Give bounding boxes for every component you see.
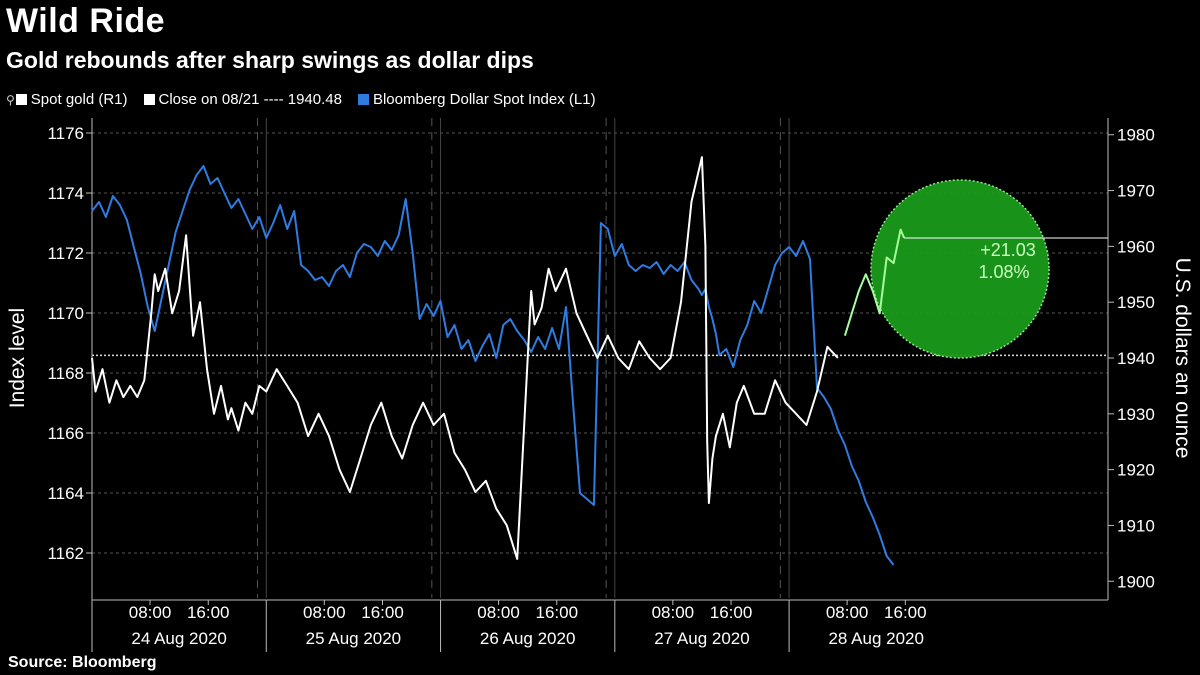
x-tick-label: 08:00 <box>303 603 346 622</box>
right-tick-label: 1950 <box>1117 293 1155 312</box>
x-tick-label: 16:00 <box>710 603 753 622</box>
highlight-circle <box>870 179 1050 359</box>
source-note: Source: Bloomberg <box>8 654 157 671</box>
legend-dollar[interactable]: Bloomberg Dollar Spot Index (L1) <box>357 91 596 108</box>
right-tick-label: 1970 <box>1117 182 1155 201</box>
date-label: 25 Aug 2020 <box>306 629 401 648</box>
x-tick-label: 08:00 <box>129 603 172 622</box>
legend-label-dollar: Bloomberg Dollar Spot Index (L1) <box>372 91 596 108</box>
date-label: 26 Aug 2020 <box>480 629 575 648</box>
date-label: 28 Aug 2020 <box>828 629 923 648</box>
x-tick-label: 16:00 <box>361 603 404 622</box>
highlight-group <box>870 179 1050 359</box>
legend-label-close: Close on 08/21 ---- 1940.48 <box>158 91 342 108</box>
legend: ⚲ Spot gold (R1) Close on 08/21 ---- 194… <box>6 91 612 108</box>
grid <box>92 118 1108 598</box>
spot-gold-highlight-line <box>843 228 906 336</box>
left-axis-title: Index level <box>6 308 29 408</box>
axes: 1162 1164 1166 1168 1170 1172 1174 1176 1900 1910… <box>6 118 1194 652</box>
legend-label-gold: Spot gold (R1) <box>30 91 128 108</box>
left-tick-label: 1162 <box>47 544 84 563</box>
date-label: 27 Aug 2020 <box>654 629 749 648</box>
right-tick-label: 1900 <box>1117 572 1155 591</box>
x-tick-label: 16:00 <box>536 603 579 622</box>
x-tick-label: 08:00 <box>826 603 869 622</box>
left-tick-label: 1172 <box>47 244 84 263</box>
legend-swatch-dollar <box>357 94 369 105</box>
chart-subtitle: Gold rebounds after sharp swings as doll… <box>6 47 534 73</box>
right-tick-label: 1910 <box>1117 516 1155 535</box>
left-tick-label: 1176 <box>47 124 84 143</box>
pin-icon: ⚲ <box>6 92 15 107</box>
legend-close[interactable]: Close on 08/21 ---- 1940.48 <box>143 91 342 108</box>
x-tick-label: 16:00 <box>187 603 230 622</box>
annotation-group: +21.031.08% <box>904 237 1108 282</box>
series-group <box>91 156 906 566</box>
spot-gold-line <box>91 156 839 560</box>
left-tick-label: 1164 <box>47 484 84 503</box>
dollar-index-line <box>91 165 895 566</box>
x-tick-label: 08:00 <box>652 603 695 622</box>
right-tick-label: 1980 <box>1117 126 1155 145</box>
left-tick-label: 1166 <box>47 424 84 443</box>
x-tick-label: 16:00 <box>884 603 927 622</box>
annotation-change: +21.03 <box>980 240 1036 260</box>
legend-swatch-gold <box>15 94 27 105</box>
right-tick-label: 1920 <box>1117 461 1155 480</box>
left-tick-label: 1174 <box>47 184 84 203</box>
annotation-percent: 1.08% <box>978 262 1029 282</box>
left-tick-label: 1170 <box>47 304 84 323</box>
chart-title: Wild Ride <box>6 2 166 40</box>
date-label: 24 Aug 2020 <box>131 629 226 648</box>
right-tick-label: 1960 <box>1117 237 1155 256</box>
legend-spot-gold[interactable]: ⚲ Spot gold (R1) <box>6 91 128 108</box>
left-tick-label: 1168 <box>47 364 84 383</box>
right-tick-label: 1930 <box>1117 405 1155 424</box>
right-tick-label: 1940 <box>1117 349 1155 368</box>
right-axis-title: U.S. dollars an ounce <box>1171 258 1194 459</box>
legend-swatch-close <box>143 94 155 105</box>
x-tick-label: 08:00 <box>477 603 520 622</box>
